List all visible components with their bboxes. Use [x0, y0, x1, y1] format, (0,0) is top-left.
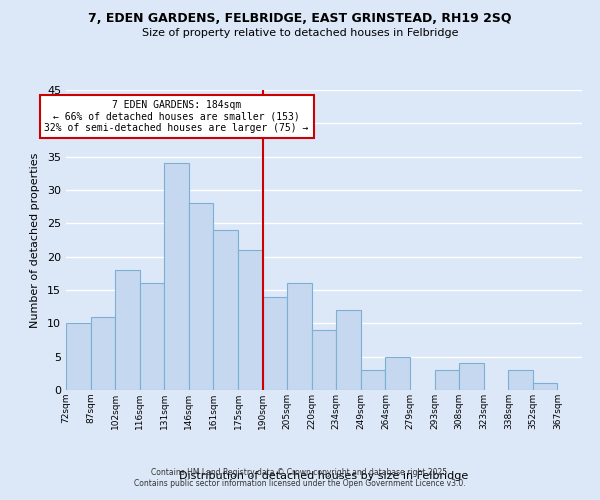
- Text: 7 EDEN GARDENS: 184sqm
← 66% of detached houses are smaller (153)
32% of semi-de: 7 EDEN GARDENS: 184sqm ← 66% of detached…: [44, 100, 309, 133]
- Bar: [238, 250, 263, 390]
- Bar: [434, 370, 459, 390]
- Bar: [287, 284, 312, 390]
- Bar: [336, 310, 361, 390]
- Bar: [385, 356, 410, 390]
- Y-axis label: Number of detached properties: Number of detached properties: [30, 152, 40, 328]
- Text: Size of property relative to detached houses in Felbridge: Size of property relative to detached ho…: [142, 28, 458, 38]
- Bar: [312, 330, 336, 390]
- Bar: [91, 316, 115, 390]
- X-axis label: Distribution of detached houses by size in Felbridge: Distribution of detached houses by size …: [179, 471, 469, 481]
- Bar: [459, 364, 484, 390]
- Bar: [263, 296, 287, 390]
- Text: Contains HM Land Registry data © Crown copyright and database right 2025.
Contai: Contains HM Land Registry data © Crown c…: [134, 468, 466, 487]
- Bar: [140, 284, 164, 390]
- Bar: [508, 370, 533, 390]
- Bar: [164, 164, 189, 390]
- Bar: [533, 384, 557, 390]
- Bar: [361, 370, 385, 390]
- Bar: [214, 230, 238, 390]
- Bar: [66, 324, 91, 390]
- Bar: [115, 270, 140, 390]
- Text: 7, EDEN GARDENS, FELBRIDGE, EAST GRINSTEAD, RH19 2SQ: 7, EDEN GARDENS, FELBRIDGE, EAST GRINSTE…: [88, 12, 512, 26]
- Bar: [189, 204, 214, 390]
